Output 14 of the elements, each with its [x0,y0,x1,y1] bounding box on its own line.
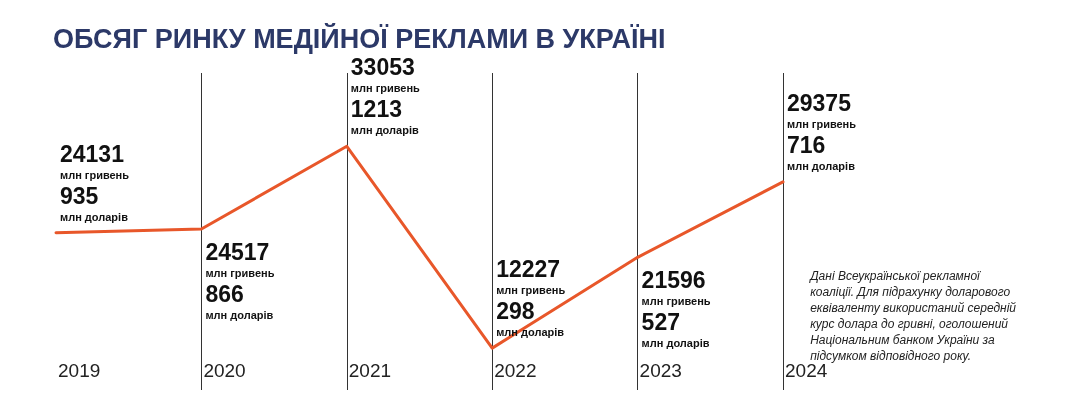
annotation: Дані Всеукраїнської рекламної коаліції. Для підрахунку доларового еквіваленту використаний середній курс долара до гривні, оголошений Національним банком України за підсумком відповідного року. [808,269,1017,363]
data-label: 29375 млн гривень 716 млн доларів [787,89,857,172]
x-tick-label: 2024 [785,360,828,381]
data-label: 24131 млн гривень 935 млн доларів [60,140,130,223]
data-label: 21596 млн гривень 527 млн доларів [641,267,711,350]
data-label: 24517 млн гривень 866 млн доларів [205,239,275,321]
x-tick-label: 2023 [639,360,682,381]
x-tick-label: 2019 [58,360,101,381]
data-label: 33053 млн гривень 1213 млн доларів [350,54,421,137]
chart-title: ОБСЯГ РИНКУ МЕДІЙНОЇ РЕКЛАМИ В УКРАЇНІ [53,22,666,54]
x-tick-label: 2021 [348,360,392,381]
x-tick-label: 2022 [494,360,537,381]
data-label: 12227 млн гривень 298 млн доларів [496,256,566,339]
x-tick-label: 2020 [203,360,246,381]
